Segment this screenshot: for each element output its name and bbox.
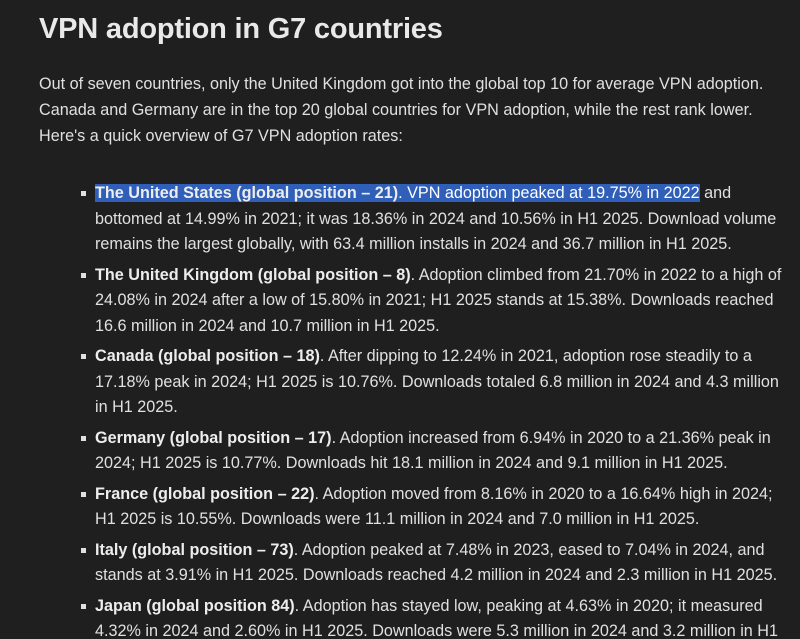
list-item-canada: Canada (global position – 18). After dip… bbox=[81, 344, 786, 421]
bullet-icon bbox=[81, 603, 86, 609]
country-text: . Adoption peaked at 7.48% in 2023, ease… bbox=[95, 540, 778, 585]
bullet-icon bbox=[81, 272, 86, 278]
country-heading: The United States (global position – 21) bbox=[95, 184, 399, 202]
country-heading: Italy (global position – 73) bbox=[95, 540, 294, 559]
intro-paragraph: Out of seven countries, only the United … bbox=[39, 75, 764, 145]
country-text: . Adoption moved from 8.16% in 2020 to a… bbox=[95, 484, 773, 529]
country-text: . After dipping to 12.24% in 2021, adopt… bbox=[95, 347, 779, 416]
highlighted-text: . VPN adoption peaked at 19.75% in 2022 bbox=[398, 184, 700, 202]
bullet-icon bbox=[81, 435, 86, 441]
list-item-united-states: The United States (global position – 21)… bbox=[81, 181, 786, 258]
bullet-icon bbox=[81, 191, 86, 196]
page-title: VPN adoption in G7 countries bbox=[39, 13, 443, 45]
list-item-japan: Japan (global position 84). Adoption has… bbox=[81, 594, 786, 639]
country-text: . Adoption has stayed low, peaking at 4.… bbox=[95, 596, 779, 639]
list-item-italy: Italy (global position – 73). Adoption p… bbox=[81, 538, 786, 589]
bullet-icon bbox=[81, 354, 86, 359]
country-list: The United States (global position – 21)… bbox=[39, 181, 786, 639]
list-item-germany: Germany (global position – 17). Adoption… bbox=[81, 426, 786, 477]
country-heading: Germany (global position – 17) bbox=[95, 428, 332, 447]
bullet-icon bbox=[81, 547, 86, 553]
selected-text[interactable]: The United States (global position – 21)… bbox=[95, 184, 700, 202]
country-text: . Adoption climbed from 21.70% in 2022 t… bbox=[95, 265, 782, 335]
list-item-united-kingdom: The United Kingdom (global position – 8)… bbox=[81, 263, 786, 340]
bullet-icon bbox=[81, 491, 86, 497]
country-text: . Adoption increased from 6.94% in 2020 … bbox=[95, 428, 771, 473]
country-heading: Japan (global position 84) bbox=[95, 596, 295, 615]
country-text: and bottomed at 14.99% in 2021; it was 1… bbox=[95, 184, 777, 253]
country-heading: France (global position – 22) bbox=[95, 484, 315, 503]
country-heading: The United Kingdom (global position – 8) bbox=[95, 265, 411, 284]
list-item-france: France (global position – 22). Adoption … bbox=[81, 482, 786, 533]
country-heading: Canada (global position – 18) bbox=[95, 347, 320, 365]
